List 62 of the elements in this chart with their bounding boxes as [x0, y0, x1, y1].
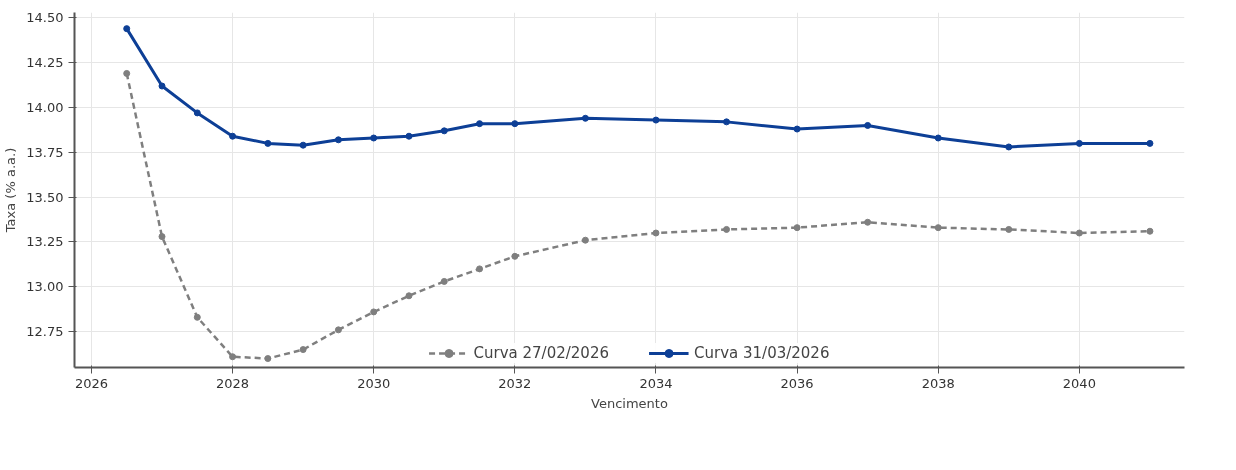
x-tick-label: 2026 — [74, 375, 108, 391]
point — [440, 127, 448, 135]
x-tick-label: 2036 — [780, 375, 814, 391]
point — [334, 326, 342, 334]
point — [723, 225, 731, 233]
x-tick-label: 2030 — [357, 375, 391, 391]
point — [1005, 143, 1013, 151]
point — [476, 265, 484, 273]
point — [864, 218, 872, 226]
point — [158, 82, 166, 90]
y-axis-title: Taxa (% a.a.) — [3, 147, 19, 234]
point — [723, 118, 731, 126]
point — [793, 224, 801, 232]
y-tick-label: 13.75 — [26, 144, 64, 160]
point — [264, 355, 272, 363]
point — [511, 120, 519, 128]
legend-label: Curva 31/03/2026 — [694, 344, 830, 362]
point — [193, 313, 201, 321]
x-tick-label: 2028 — [216, 375, 250, 391]
point — [934, 224, 942, 232]
point — [652, 229, 660, 237]
point — [652, 116, 660, 124]
point — [864, 121, 872, 129]
y-tick-label: 14.50 — [26, 10, 64, 26]
x-tick-label: 2038 — [921, 375, 955, 391]
point — [264, 139, 272, 147]
point — [1005, 225, 1013, 233]
point — [158, 233, 166, 241]
point — [476, 120, 484, 128]
x-tick-label: 2034 — [639, 375, 673, 391]
point — [229, 132, 237, 140]
y-tick-label: 13.00 — [26, 279, 64, 295]
x-axis-title: Vencimento — [591, 395, 668, 411]
point — [193, 109, 201, 117]
point — [934, 134, 942, 142]
x-tick-label: 2032 — [498, 375, 532, 391]
point — [370, 134, 378, 142]
point — [1075, 229, 1083, 237]
point — [793, 125, 801, 133]
y-tick-label: 14.00 — [26, 100, 64, 116]
point — [123, 25, 131, 33]
x-tick-label: 2040 — [1062, 375, 1096, 391]
y-tick-label: 13.25 — [26, 234, 64, 250]
point — [581, 114, 589, 122]
legend-label: Curva 27/02/2026 — [473, 344, 609, 362]
point — [405, 292, 413, 300]
point — [511, 252, 519, 260]
y-tick-label: 12.75 — [26, 324, 64, 340]
point — [370, 308, 378, 316]
y-tick-label: 13.50 — [26, 189, 64, 205]
point — [1146, 227, 1154, 235]
point — [299, 141, 307, 149]
point — [1146, 139, 1154, 147]
point — [581, 236, 589, 244]
point — [1075, 139, 1083, 147]
point — [440, 277, 448, 285]
y-tick-label: 14.25 — [26, 55, 64, 71]
point — [405, 132, 413, 140]
point — [229, 353, 237, 361]
point — [334, 136, 342, 144]
point — [123, 69, 131, 77]
point — [299, 346, 307, 354]
